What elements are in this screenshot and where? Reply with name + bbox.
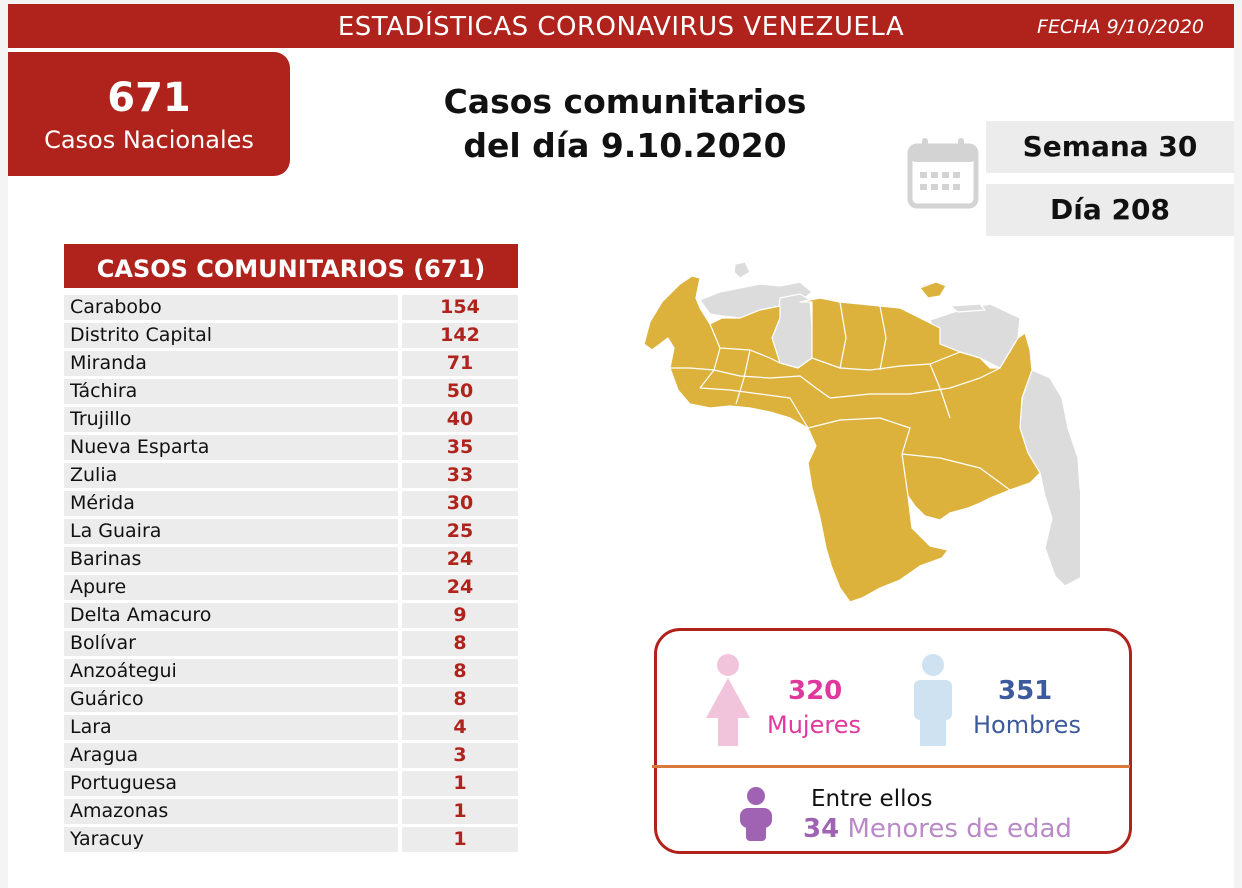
state-cases: 142: [402, 323, 518, 348]
state-name: Miranda: [64, 351, 398, 376]
state-name: Zulia: [64, 463, 398, 488]
state-name: Aragua: [64, 743, 398, 768]
state-name: Barinas: [64, 547, 398, 572]
state-name: Nueva Esparta: [64, 435, 398, 460]
table-title: CASOS COMUNITARIOS (671): [64, 244, 518, 288]
table-row: Nueva Esparta 35: [64, 434, 518, 462]
state-cases: 35: [402, 435, 518, 460]
table-row: Apure 24: [64, 574, 518, 602]
page-title-line2: del día 9.10.2020: [463, 126, 787, 165]
gender-card-divider: [652, 765, 1130, 768]
table-row: Carabobo 154: [64, 294, 518, 322]
national-cases-label: Casos Nacionales: [44, 126, 254, 154]
table-row: Yaracuy 1: [64, 826, 518, 854]
table-row: La Guaira 25: [64, 518, 518, 546]
state-cases: 24: [402, 575, 518, 600]
header-bar: ESTADÍSTICAS CORONAVIRUS VENEZUELA FECHA…: [8, 4, 1234, 48]
table-row: Táchira 50: [64, 378, 518, 406]
table-row: Guárico 8: [64, 686, 518, 714]
table-row: Barinas 24: [64, 546, 518, 574]
state-cases: 3: [402, 743, 518, 768]
state-cases: 30: [402, 491, 518, 516]
state-name: Yaracuy: [64, 827, 398, 852]
state-cases: 4: [402, 715, 518, 740]
state-name: Lara: [64, 715, 398, 740]
national-cases-card: 671 Casos Nacionales: [8, 52, 290, 176]
state-cases: 40: [402, 407, 518, 432]
minors-count: 34: [803, 814, 840, 844]
table-row: Trujillo 40: [64, 406, 518, 434]
page-title-line1: Casos comunitarios: [443, 82, 807, 121]
page-title: Casos comunitarios del día 9.10.2020: [420, 80, 830, 168]
state-cases: 8: [402, 659, 518, 684]
minors-label: Menores de edad: [847, 814, 1072, 844]
woman-icon: [702, 654, 754, 750]
header-date: FECHA 9/10/2020: [1037, 16, 1204, 38]
women-count: 320: [788, 676, 843, 706]
state-cases: 8: [402, 687, 518, 712]
state-name: Anzoátegui: [64, 659, 398, 684]
table-row: Anzoátegui 8: [64, 658, 518, 686]
man-icon: [912, 654, 954, 750]
table-row: Miranda 71: [64, 350, 518, 378]
table-row: Bolívar 8: [64, 630, 518, 658]
state-cases: 71: [402, 351, 518, 376]
men-label: Hombres: [973, 711, 1081, 739]
state-cases: 33: [402, 463, 518, 488]
table-row: Lara 4: [64, 714, 518, 742]
state-cases: 1: [402, 771, 518, 796]
table-row: Aragua 3: [64, 742, 518, 770]
gender-breakdown-card: [654, 628, 1132, 854]
state-cases: 25: [402, 519, 518, 544]
state-name: Apure: [64, 575, 398, 600]
minors-line: 34 Menores de edad: [803, 814, 1072, 844]
table-row: Amazonas 1: [64, 798, 518, 826]
minors-intro: Entre ellos: [811, 786, 933, 812]
table-row: Mérida 30: [64, 490, 518, 518]
state-name: Táchira: [64, 379, 398, 404]
state-name: Carabobo: [64, 295, 398, 320]
state-name: La Guaira: [64, 519, 398, 544]
calendar-icon: [906, 136, 980, 214]
table-row: Zulia 33: [64, 462, 518, 490]
table-row: Distrito Capital 142: [64, 322, 518, 350]
state-name: Guárico: [64, 687, 398, 712]
day-label: Día 208: [986, 184, 1234, 236]
state-cases: 1: [402, 799, 518, 824]
table-row: Delta Amacuro 9: [64, 602, 518, 630]
state-name: Trujillo: [64, 407, 398, 432]
state-cases: 154: [402, 295, 518, 320]
venezuela-map: [640, 258, 1093, 612]
table-row: Portuguesa 1: [64, 770, 518, 798]
men-count: 351: [998, 676, 1053, 706]
state-cases: 9: [402, 603, 518, 628]
women-label: Mujeres: [767, 711, 861, 739]
state-name: Portuguesa: [64, 771, 398, 796]
week-label: Semana 30: [986, 121, 1234, 173]
state-cases: 1: [402, 827, 518, 852]
header-title: ESTADÍSTICAS CORONAVIRUS VENEZUELA: [337, 12, 905, 42]
cases-table: Carabobo 154 Distrito Capital 142 Miranda 71 T…: [64, 294, 518, 854]
state-cases: 8: [402, 631, 518, 656]
state-name: Amazonas: [64, 799, 398, 824]
state-name: Delta Amacuro: [64, 603, 398, 628]
state-cases: 50: [402, 379, 518, 404]
state-name: Mérida: [64, 491, 398, 516]
state-name: Distrito Capital: [64, 323, 398, 348]
state-name: Bolívar: [64, 631, 398, 656]
state-cases: 24: [402, 547, 518, 572]
child-icon: [738, 787, 774, 845]
national-cases-count: 671: [107, 75, 191, 121]
